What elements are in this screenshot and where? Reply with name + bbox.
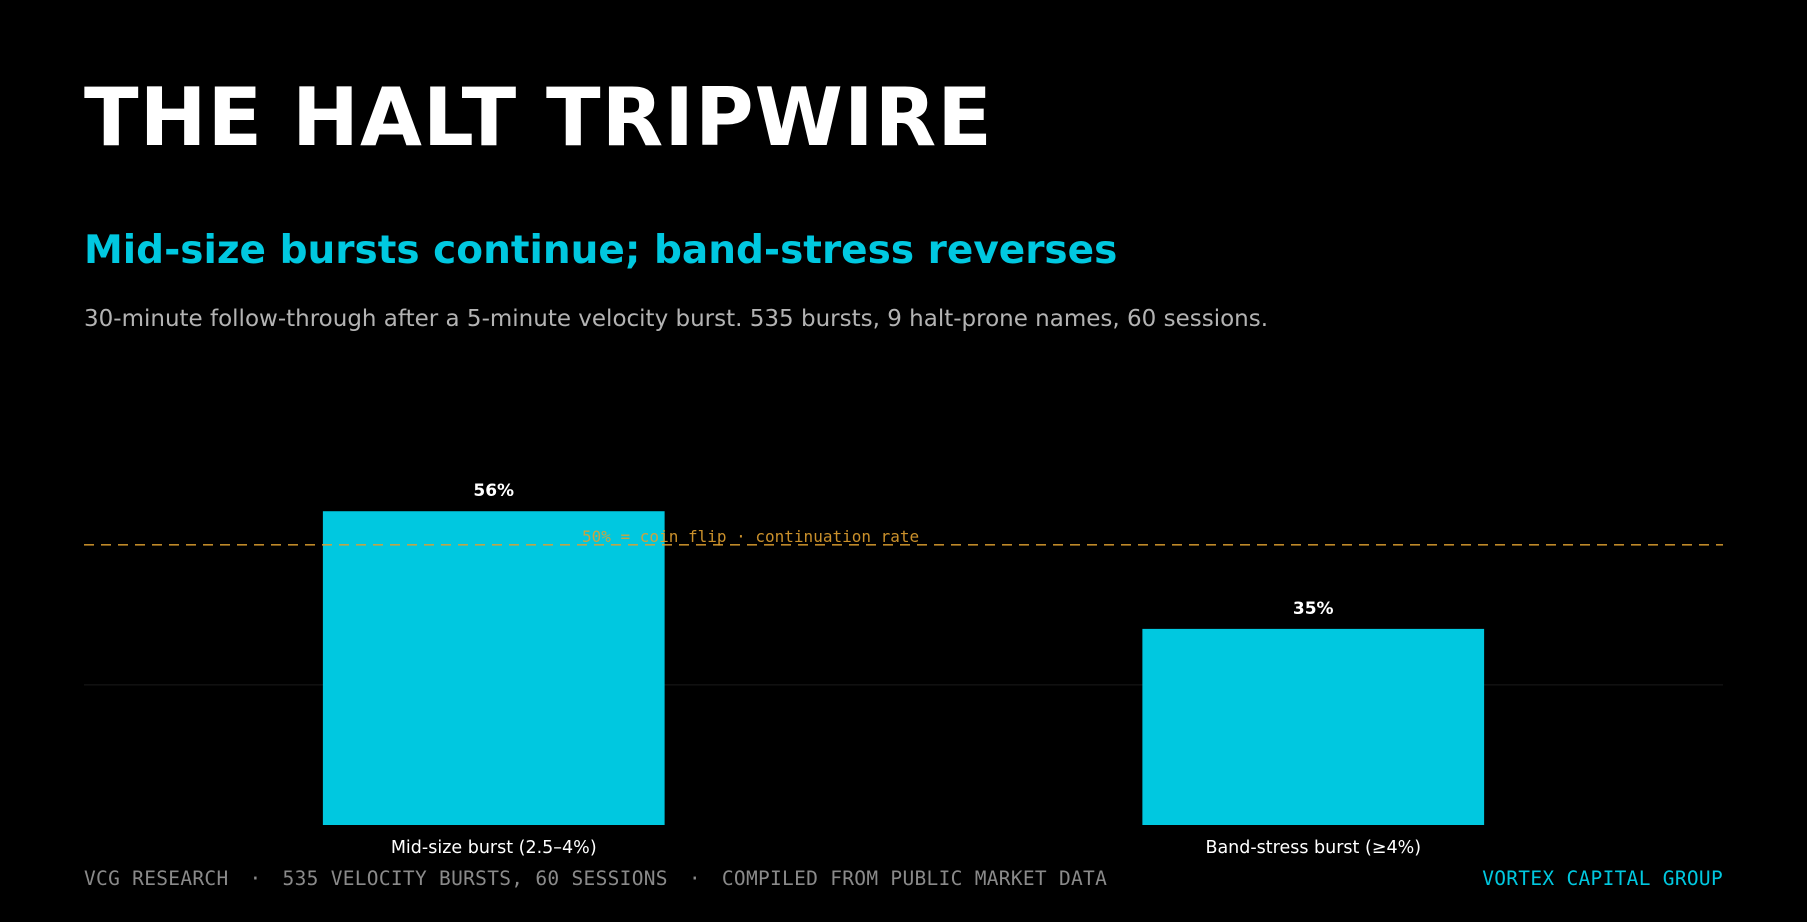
footer-separator: ·	[688, 867, 701, 890]
bar	[322, 511, 665, 825]
bar-value-label: 35%	[1293, 599, 1334, 619]
footer-research-label: VCG RESEARCH	[84, 867, 229, 890]
bar-value-label: 56%	[473, 481, 514, 501]
category-label: Band-stress burst (≥4%)	[1205, 838, 1421, 858]
chart-description: 30-minute follow-through after a 5-minut…	[84, 306, 1269, 332]
footer-source-label: COMPILED FROM PUBLIC MARKET DATA	[721, 867, 1108, 890]
footer-sample-label: 535 VELOCITY BURSTS, 60 SESSIONS	[282, 867, 668, 890]
reference-line-label: 50% = coin flip · continuation rate	[582, 527, 919, 546]
footer-separator: ·	[249, 867, 262, 890]
label-layer: 56% Mid-size burst (2.5–4%) 35% Band-stress…	[391, 481, 1421, 858]
footer-credits: VCG RESEARCH · 535 VELOCITY BURSTS, 60 SES…	[84, 866, 1107, 892]
bar	[1142, 628, 1485, 825]
chart-subtitle: Mid-size bursts continue; band-stress re…	[84, 228, 1118, 273]
page-title: THE HALT TRIPWIRE	[84, 71, 993, 164]
footer-brand: VORTEX CAPITAL GROUP	[1482, 867, 1723, 890]
reference-layer: 50% = coin flip · continuation rate	[84, 527, 1723, 546]
bar-layer	[322, 511, 1485, 825]
category-label: Mid-size burst (2.5–4%)	[391, 838, 597, 858]
